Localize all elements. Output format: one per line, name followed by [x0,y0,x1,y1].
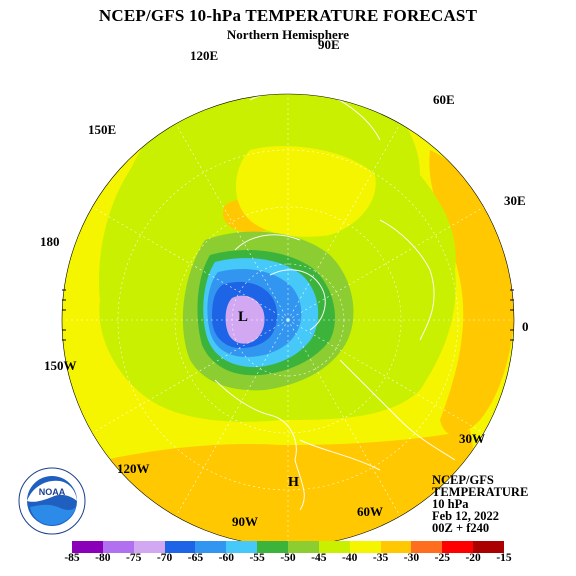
lon-label-120w: 120W [117,461,150,476]
temperature-colorbar [72,541,505,553]
temp-band-minus40-inner [235,146,376,237]
colorbar-tick-label: -25 [434,552,450,564]
high-marker: H [288,475,299,490]
temp-band-minus75 [225,295,265,344]
colorbar-swatch [72,541,103,553]
colorbar-swatch [102,541,134,553]
info-variable: TEMPERATURE [432,485,529,499]
colorbar-swatch [195,541,227,553]
colorbar-tick-label: -40 [342,552,358,564]
colorbar-swatch [133,541,165,553]
colorbar-swatch [380,541,412,553]
lon-label-90e: 90E [318,37,340,52]
lon-label-60e: 60E [433,92,455,107]
colorbar-tick-label: -70 [156,552,173,564]
colorbar-tick-label: -35 [372,552,389,564]
colorbar-tick-label: -45 [311,552,327,564]
coastlines [214,89,456,511]
colorbar-swatch [349,541,381,553]
colorbar-swatch [257,541,289,553]
lon-label-150w: 150W [44,358,77,373]
colorbar-tick-label: -80 [95,552,111,564]
info-model: NCEP/GFS [432,473,494,487]
colorbar-swatch [411,541,443,553]
colorbar-tick-label: -50 [280,552,296,564]
graticule [62,94,514,546]
colorbar-swatch [226,541,258,553]
info-date: Feb 12, 2022 [432,509,500,523]
forecast-info: NCEP/GFS TEMPERATURE 10 hPa Feb 12, 2022… [432,473,529,535]
lon-label-90w: 90W [232,514,258,529]
svg-text:NOAA: NOAA [39,487,66,497]
colorbar-swatch [164,541,196,553]
colorbar-tick-label: -20 [465,552,481,564]
lon-label-30e: 30E [504,193,526,208]
low-marker: L [238,309,249,325]
lon-label-30w: 30W [459,431,485,446]
colorbar-swatch [473,541,505,553]
lon-label-150e: 150E [88,122,117,137]
colorbar-swatch [318,541,350,553]
colorbar-tick-label: -60 [218,552,234,564]
lon-label-60w: 60W [357,504,383,519]
lon-label-180: 180 [40,234,60,249]
lon-label-120e: 120E [190,48,219,63]
noaa-logo: NOAA [18,467,86,535]
chart-title: NCEP/GFS 10-hPa TEMPERATURE FORECAST [98,6,478,25]
colorbar-tick-label: -65 [187,552,204,564]
colorbar-labels: -85 -80 -75 -70 -65 -60 -55 -50 -45 -40 -35 -30 -25 -… [58,552,518,566]
colorbar-tick-label: -75 [126,552,142,564]
colorbar-tick-label: -55 [249,552,265,564]
chart-subtitle: Northern Hemisphere [226,27,350,42]
colorbar-swatch [288,541,319,553]
colorbar-tick-label: -85 [64,552,80,564]
info-run: 00Z + f240 [432,521,490,535]
colorbar-tick-label: -15 [496,552,512,564]
colorbar-tick-label: -30 [403,552,420,564]
colorbar-swatch [442,541,474,553]
lon-label-0: 0 [522,319,529,334]
info-level: 10 hPa [432,497,469,511]
